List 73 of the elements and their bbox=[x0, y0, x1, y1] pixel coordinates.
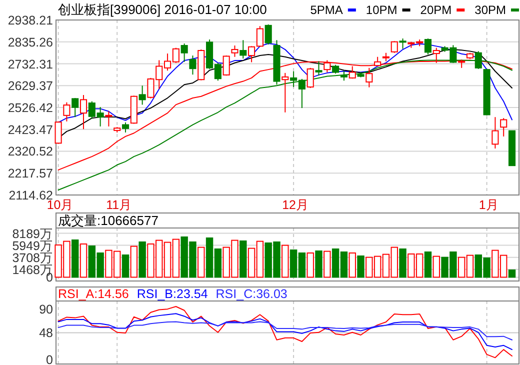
candlestick bbox=[248, 46, 256, 63]
candlestick bbox=[231, 45, 238, 58]
candlestick bbox=[366, 67, 373, 88]
candlestick bbox=[72, 98, 79, 118]
candlestick bbox=[180, 43, 188, 62]
y-tick-label: 5949万 bbox=[12, 238, 53, 253]
bar bbox=[240, 240, 247, 278]
candlestick bbox=[315, 60, 322, 76]
legend-label: 30PM bbox=[474, 3, 506, 17]
y-tick-label: 8189万 bbox=[12, 226, 53, 241]
series-label: RSI_C:36.03 bbox=[216, 287, 288, 301]
y-tick-label: 2629.37 bbox=[8, 79, 54, 94]
y-tick-label: 2732.31 bbox=[8, 57, 54, 72]
candlestick bbox=[424, 38, 432, 56]
x-tick-label: 11月 bbox=[106, 198, 132, 212]
bar bbox=[357, 255, 364, 278]
bar bbox=[71, 239, 79, 278]
candlestick bbox=[399, 38, 406, 50]
x-tick-label: 1月 bbox=[478, 198, 499, 212]
series-label: RSI_A:14.56 bbox=[58, 287, 129, 301]
bar bbox=[138, 241, 146, 278]
candlestick bbox=[500, 118, 508, 137]
candlestick bbox=[282, 72, 289, 113]
bar bbox=[130, 246, 138, 278]
bar bbox=[508, 269, 516, 278]
candlestick bbox=[390, 40, 398, 54]
candlestick bbox=[474, 50, 482, 70]
candlestick bbox=[222, 55, 230, 76]
bar bbox=[282, 244, 289, 278]
legend-label: 10PM bbox=[366, 3, 398, 17]
y-tick-label: 2217.57 bbox=[8, 166, 54, 181]
y-tick-label: 2835.26 bbox=[8, 35, 54, 50]
x-tick-label: 12月 bbox=[282, 198, 310, 212]
candlestick bbox=[122, 122, 130, 133]
bar bbox=[315, 250, 322, 278]
candlestick bbox=[256, 26, 264, 48]
candlestick bbox=[105, 110, 112, 127]
candlestick bbox=[240, 40, 247, 60]
candlestick bbox=[432, 47, 440, 64]
y-tick-label: 0 bbox=[46, 353, 54, 365]
legend-label: 5PMA bbox=[310, 3, 343, 17]
y-tick-label: 2320.52 bbox=[8, 144, 54, 159]
candlestick bbox=[340, 70, 348, 82]
candlestick bbox=[264, 24, 272, 45]
chart-title: 创业板指[399006] 2016-01-07 10:00 bbox=[58, 2, 267, 17]
bar bbox=[324, 250, 331, 278]
candlestick bbox=[306, 67, 314, 88]
y-tick-label: 48 bbox=[39, 326, 54, 340]
candlestick bbox=[324, 60, 331, 73]
y-tick-label: 90 bbox=[39, 302, 54, 317]
bar bbox=[424, 251, 432, 278]
candlestick bbox=[348, 66, 356, 80]
bar bbox=[122, 254, 130, 278]
chart-title: 成交量:10666577 bbox=[58, 213, 158, 228]
y-tick-label: 2423.47 bbox=[8, 122, 54, 137]
y-tick-label: 2938.21 bbox=[8, 14, 54, 28]
legend-label: 20PM bbox=[420, 3, 452, 17]
y-tick-label: 3708万 bbox=[12, 250, 53, 265]
y-tick-label: 2526.42 bbox=[8, 101, 54, 115]
candlestick bbox=[63, 102, 70, 122]
x-tick-label: 10月 bbox=[46, 198, 74, 212]
candlestick bbox=[138, 85, 146, 106]
candlestick bbox=[492, 116, 499, 150]
bar bbox=[399, 248, 406, 278]
bar bbox=[80, 243, 88, 278]
candlestick bbox=[54, 120, 62, 144]
bar bbox=[306, 252, 314, 278]
bar bbox=[432, 256, 440, 278]
bar bbox=[198, 246, 205, 278]
bar bbox=[348, 252, 356, 278]
series-label: RSI_B:23.54 bbox=[136, 287, 208, 301]
candlestick bbox=[80, 94, 88, 130]
candlestick bbox=[189, 55, 196, 76]
